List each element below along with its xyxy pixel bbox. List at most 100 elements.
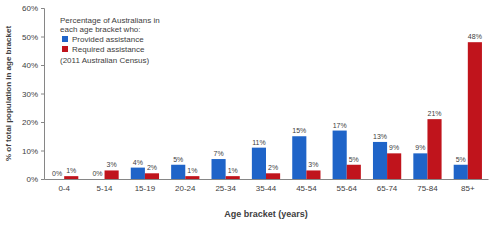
x-tick-label: 75-84 — [417, 184, 438, 193]
x-axis-line — [45, 179, 489, 180]
data-label: 0% — [92, 170, 102, 177]
x-tick-label: 20-24 — [175, 184, 196, 193]
legend: Percentage of Australians ineach age bra… — [60, 16, 160, 65]
data-label: 1% — [187, 167, 197, 174]
bar — [427, 119, 441, 179]
legend-title: Percentage of Australians in — [60, 16, 160, 25]
x-tick: 55-64 — [336, 179, 357, 193]
data-label: 5% — [173, 156, 183, 163]
data-labels: 0%0%4%5%7%11%15%17%13%9%5%1%3%2%1%1%2%3%… — [52, 33, 482, 177]
x-tick: 65-74 — [377, 179, 398, 193]
x-tick: 20-24 — [175, 179, 196, 193]
data-label: 5% — [349, 156, 359, 163]
bar — [373, 142, 387, 179]
legend-swatch — [62, 46, 68, 52]
x-axis: 0-4 5-14 15-19 20-24 25-34 35-44 45-54 55-64 65-… — [45, 179, 489, 193]
bar — [185, 176, 199, 179]
data-label: 2% — [268, 164, 278, 171]
bar — [266, 173, 280, 179]
data-label: 17% — [333, 122, 347, 129]
y-tick: 30% — [22, 90, 44, 99]
bar — [387, 153, 401, 179]
y-tick: 10% — [22, 147, 44, 156]
x-tick: 15-19 — [135, 179, 156, 193]
y-tick-mark — [41, 179, 44, 180]
bar — [292, 136, 306, 179]
x-tick-label: 45-54 — [296, 184, 317, 193]
data-label: 2% — [147, 164, 157, 171]
y-tick-mark — [41, 122, 44, 123]
bar — [306, 170, 320, 179]
x-axis-title: Age bracket (years) — [224, 209, 308, 219]
data-label: 1% — [66, 167, 76, 174]
data-label: 7% — [214, 150, 224, 157]
data-label: 5% — [456, 156, 466, 163]
bar — [212, 159, 226, 179]
y-tick-label: 20% — [22, 118, 38, 127]
x-tick-label: 35-44 — [256, 184, 277, 193]
x-tick-label: 65-74 — [377, 184, 398, 193]
bar — [50, 179, 64, 180]
y-tick-mark — [41, 151, 44, 152]
data-label: 4% — [133, 159, 143, 166]
bar — [413, 153, 427, 179]
bar — [105, 170, 119, 179]
x-tick-label: 25-34 — [215, 184, 236, 193]
x-tick-label: 0-4 — [58, 184, 70, 193]
bar — [131, 168, 145, 179]
legend-entry: Required assistance — [72, 45, 145, 54]
data-label: 9% — [389, 144, 399, 151]
y-tick-label: 60% — [22, 4, 38, 13]
y-tick-mark — [41, 65, 44, 66]
legend-entry: Provided assistance — [72, 35, 144, 44]
bar — [171, 165, 185, 179]
x-tick: 35-44 — [256, 179, 277, 193]
bar — [454, 165, 468, 179]
y-tick-mark — [41, 94, 44, 95]
x-tick-label: 85+ — [461, 184, 475, 193]
legend-swatch — [62, 36, 68, 42]
y-tick: 40% — [22, 61, 44, 70]
y-tick-label: 30% — [22, 90, 38, 99]
x-tick: 45-54 — [296, 179, 317, 193]
bar — [90, 179, 104, 180]
data-label: 3% — [107, 161, 117, 168]
data-label: 13% — [373, 133, 387, 140]
y-axis-line — [41, 9, 45, 180]
y-tick-mark — [41, 37, 44, 38]
data-label: 9% — [415, 144, 425, 151]
y-tick: 0% — [26, 175, 44, 184]
y-tick-label: 50% — [22, 33, 38, 42]
x-tick-label: 5-14 — [97, 184, 114, 193]
x-tick-label: 15-19 — [135, 184, 156, 193]
data-label: 0% — [52, 170, 62, 177]
bar — [145, 173, 159, 179]
plot: 0% 10% 20% 30% 40% 50% 60% 0-4 5-14 15-19 20-24 25-… — [22, 4, 489, 193]
bar — [64, 176, 78, 179]
y-tick-mark — [41, 8, 44, 9]
y-tick-label: 10% — [22, 147, 38, 156]
data-label: 15% — [292, 127, 306, 134]
data-label: 1% — [228, 167, 238, 174]
x-tick: 25-34 — [215, 179, 236, 193]
x-tick-label: 55-64 — [336, 184, 357, 193]
bar — [333, 131, 347, 179]
bar — [468, 42, 482, 179]
legend-note: (2011 Australian Census) — [60, 56, 150, 65]
data-label: 48% — [468, 33, 482, 40]
chart: 0% 10% 20% 30% 40% 50% 60% 0-4 5-14 15-19 20-24 25-… — [0, 0, 492, 227]
data-label: 11% — [252, 139, 266, 146]
y-tick: 60% — [22, 4, 44, 13]
y-tick-label: 40% — [22, 61, 38, 70]
bar — [226, 176, 240, 179]
legend-title: each age bracket who: — [60, 25, 141, 34]
x-tick: 5-14 — [97, 179, 114, 193]
x-tick: 0-4 — [58, 179, 70, 193]
bar — [347, 165, 361, 179]
data-label: 3% — [308, 161, 318, 168]
series-bars — [131, 131, 468, 179]
y-tick: 50% — [22, 33, 44, 42]
y-axis-title: % of total population in age bracket — [4, 26, 13, 161]
y-tick: 20% — [22, 118, 44, 127]
y-axis: 0% 10% 20% 30% 40% 50% 60% — [22, 4, 45, 184]
